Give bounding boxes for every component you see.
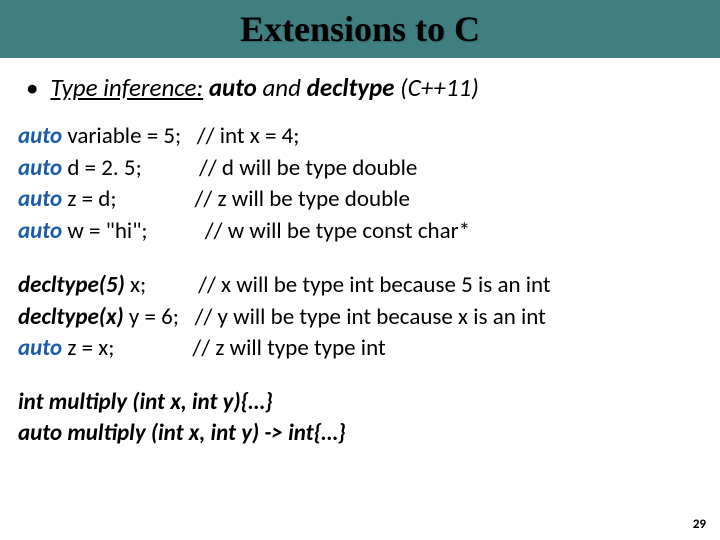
code-text: variable = 5; [62, 122, 197, 150]
code-comment: // z will type type int [192, 334, 385, 362]
bullet-kw2: decltype [307, 72, 400, 103]
func-line-2: auto multiply (int x, int y) -> int{…} [18, 418, 702, 449]
code-text: d = 2. 5; [62, 154, 199, 182]
code-line: auto variable = 5; // int x = 4; [18, 121, 702, 153]
bullet-post: (C++11) [400, 72, 479, 103]
keyword-auto: auto [18, 122, 62, 150]
keyword-decltype: decltype(x) [18, 303, 124, 331]
function-signatures: int multiply (int x, int y){…} auto mult… [0, 365, 720, 449]
code-line: auto d = 2. 5; // d will be type double [18, 153, 702, 185]
code-line: decltype(5) x; // x will be type int bec… [18, 270, 702, 302]
title-bar: Extensions to C [0, 0, 720, 58]
code-text: z = d; [62, 185, 194, 213]
code-comment: // int x = 4; [197, 122, 300, 150]
code-text: w = "hi"; [62, 217, 205, 245]
code-line: auto z = d; // z will be type double [18, 184, 702, 216]
bullet-mid: and [262, 72, 306, 103]
code-text: y = 6; [124, 303, 195, 331]
bullet-text: Type inference: auto and decltype (C++11… [50, 72, 478, 103]
keyword-auto: auto [18, 185, 62, 213]
slide-title: Extensions to C [240, 8, 480, 50]
code-comment: // x will be type int because 5 is an in… [198, 271, 551, 299]
bullet-dot: • [26, 72, 38, 103]
page-number: 29 [693, 517, 706, 532]
bullet-line: • Type inference: auto and decltype (C++… [0, 58, 720, 103]
code-line: auto w = "hi"; // w will be type const c… [18, 216, 702, 248]
code-comment: // z will be type double [195, 185, 410, 213]
code-text: x; [125, 271, 198, 299]
keyword-auto: auto [18, 334, 62, 362]
code-block-1: auto variable = 5; // int x = 4; auto d … [0, 103, 720, 248]
code-line: auto z = x; // z will type type int [18, 333, 702, 365]
code-comment: // y will be type int because x is an in… [195, 303, 546, 331]
code-comment: // d will be type double [199, 154, 417, 182]
code-text: z = x; [62, 334, 192, 362]
keyword-auto: auto [18, 154, 62, 182]
bullet-pre: Type inference: [50, 72, 203, 103]
code-comment: // w will be type const char* [205, 217, 470, 245]
bullet-kw1: auto [203, 72, 262, 103]
code-block-2: decltype(5) x; // x will be type int bec… [0, 270, 720, 365]
func-line-1: int multiply (int x, int y){…} [18, 387, 702, 418]
code-line: decltype(x) y = 6; // y will be type int… [18, 302, 702, 334]
keyword-decltype: decltype(5) [18, 271, 125, 299]
keyword-auto: auto [18, 217, 62, 245]
